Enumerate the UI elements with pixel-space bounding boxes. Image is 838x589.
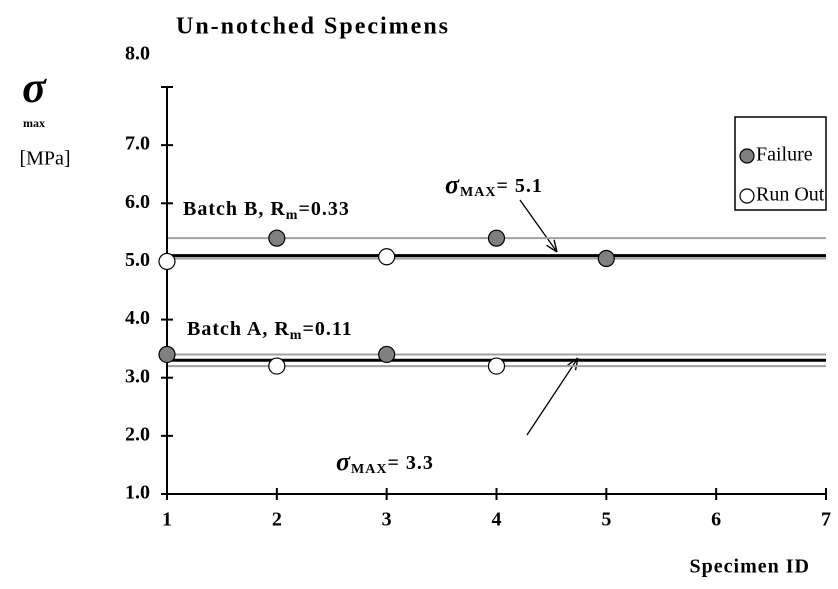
annotation-part: σ [336,447,351,476]
annotation: Batch A, Rm=0.11 [187,318,353,344]
point [487,229,506,247]
y-tick-label: 2.0 [125,423,150,445]
point [378,345,396,364]
point [378,248,396,266]
annotation: Batch B, Rm=0.33 [183,198,350,224]
annotation: σMAX= 5.1 [445,170,543,200]
x-tick-label: 7 [821,509,831,531]
annotation-part: σ [445,170,460,199]
y-axis-unit: [MPa] [19,148,70,170]
legend-label: Run Out [756,184,825,206]
point [597,249,615,268]
legend-marker [739,148,755,164]
point [268,357,286,375]
legend-label: Failure [756,144,813,166]
legend-marker [739,188,755,204]
point [158,345,176,364]
point [268,229,286,247]
x-tick-label: 6 [711,509,721,531]
annotation-part: =0.33 [298,198,349,220]
annotation-part: MAX [460,185,496,200]
annotation-part: =0.11 [302,318,352,340]
x-axis-label: Specimen ID [690,556,810,578]
y-tick-label: 4.0 [125,307,150,329]
y-tick-label: 3.0 [125,365,150,387]
annotation-part: = 3.3 [387,452,433,474]
annotation-part: m [290,328,303,343]
x-tick-label: 3 [382,509,392,531]
y-tick-label: 7.0 [125,133,150,155]
annotation-part: Batch A, R [187,318,290,340]
x-tick-label: 2 [272,509,282,531]
arrow [519,199,557,252]
annotation: σMAX= 3.3 [336,447,434,477]
y-tick-label: 1.0 [125,482,150,504]
chart-title: Un-notched Specimens [176,14,450,40]
annotation-part: Batch B, R [183,198,286,220]
y-axis-subscript: max [23,116,45,130]
arrow [526,358,578,436]
x-tick-label: 5 [601,509,611,531]
annotation-part: MAX [351,462,387,477]
x-tick-label: 1 [162,509,172,531]
y-tick-label: 5.0 [125,249,150,271]
annotation-part: m [286,208,299,223]
y-tick-label: 8.0 [125,43,150,65]
x-tick-label: 4 [492,509,502,531]
y-tick-label: 6.0 [125,191,150,213]
y-axis-symbol: σ [22,63,47,112]
annotation-part: = 5.1 [496,175,542,197]
point [158,252,176,271]
point [487,357,506,375]
